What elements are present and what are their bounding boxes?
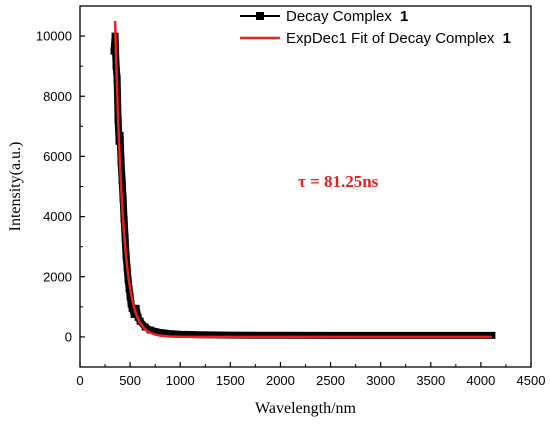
- decay-data-point: [132, 304, 140, 312]
- legend-label-fit: ExpDec1 Fit of Decay Complex 1: [286, 30, 511, 47]
- y-tick-label: 10000: [36, 29, 72, 44]
- y-tick-label: 0: [65, 329, 72, 344]
- x-tick-label: 3000: [366, 373, 395, 388]
- x-tick-label: 1000: [166, 373, 195, 388]
- x-tick-label: 500: [119, 373, 141, 388]
- x-axis-title: Wavelength/nm: [255, 400, 356, 417]
- x-tick-label: 0: [76, 373, 83, 388]
- decay-data-point: [110, 47, 118, 55]
- x-axis-ticks: 0 500 1000 1500 2000 2500 3000 3500 4000 4500: [76, 362, 545, 388]
- legend-label-fit-suffix: 1: [503, 30, 511, 47]
- y-tick-label: 6000: [43, 149, 72, 164]
- decay-data-point: [128, 304, 136, 312]
- legend-label-fit-name: ExpDec1 Fit of Decay Complex: [286, 30, 495, 47]
- legend-label-decay: Decay Complex 1: [286, 8, 408, 25]
- y-tick-label: 4000: [43, 209, 72, 224]
- tau-annotation: τ = 81.25ns: [298, 172, 379, 191]
- decay-data-point: [127, 300, 135, 308]
- decay-data-point: [116, 131, 124, 139]
- legend-label-decay-name: Decay Complex: [286, 8, 392, 25]
- x-tick-label: 3500: [416, 373, 445, 388]
- y-tick-label: 8000: [43, 89, 72, 104]
- decay-data-point: [119, 195, 127, 203]
- x-tick-label: 4000: [466, 373, 495, 388]
- legend-label-decay-suffix: 1: [400, 8, 408, 25]
- decay-data-point: [118, 176, 126, 184]
- x-tick-label: 2500: [316, 373, 345, 388]
- decay-data-point: [126, 292, 134, 300]
- x-tick-label: 4500: [517, 373, 546, 388]
- y-tick-label: 2000: [43, 269, 72, 284]
- legend-marker-square: [256, 12, 264, 20]
- x-tick-label: 1500: [216, 373, 245, 388]
- decay-data-point: [141, 323, 149, 331]
- plot-content: [110, 20, 496, 339]
- legend: Decay Complex 1 ExpDec1 Fit of Decay Com…: [240, 8, 511, 47]
- y-axis-ticks: 0 2000 4000 6000 8000 10000: [36, 5, 85, 368]
- fit-series-line: [113, 20, 492, 339]
- x-tick-label: 2000: [266, 373, 295, 388]
- y-axis-title: Intensity(a.u.): [7, 142, 24, 232]
- decay-data-point: [130, 310, 138, 318]
- decay-data-point: [146, 326, 154, 334]
